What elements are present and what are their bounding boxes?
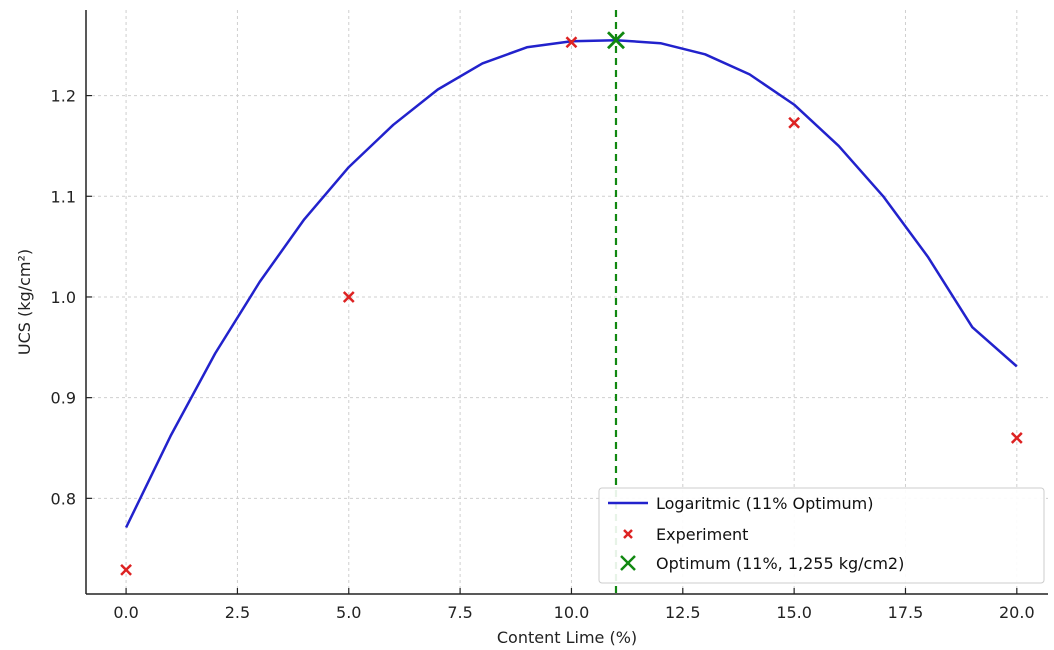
x-tick-label: 2.5 — [225, 603, 250, 622]
optimum-point — [607, 31, 625, 50]
legend: Logaritmic (11% Optimum) Experiment Opti… — [598, 487, 1045, 584]
legend-optimum-marker — [620, 555, 636, 571]
experiment-point — [565, 36, 578, 49]
points-layer — [120, 31, 1023, 576]
x-tick-label: 7.5 — [447, 603, 472, 622]
y-tick-label: 1.1 — [51, 187, 76, 206]
y-tick-label: 1.2 — [51, 87, 76, 106]
legend-label-optimum: Optimum (11%, 1,255 kg/cm2) — [656, 554, 904, 573]
y-tick-label: 1.0 — [51, 288, 76, 307]
ticks: 0.0 2.5 5.0 7.5 10.0 12.5 15.0 17.5 20.0 0.8 0.9 1.… — [51, 87, 1035, 622]
grid — [86, 10, 1048, 594]
y-tick-label: 0.8 — [51, 489, 76, 508]
experiment-point — [1010, 432, 1023, 444]
x-tick-label: 5.0 — [336, 603, 361, 622]
y-tick-label: 0.9 — [51, 389, 76, 408]
x-tick-label: 20.0 — [999, 603, 1035, 622]
experiment-point — [788, 116, 801, 129]
x-tick-label: 12.5 — [665, 603, 701, 622]
legend-label-experiment: Experiment — [656, 525, 748, 544]
x-tick-label: 17.5 — [888, 603, 924, 622]
axes — [85, 10, 1048, 595]
legend-label-curve: Logaritmic (11% Optimum) — [656, 494, 874, 513]
x-tick-label: 10.0 — [554, 603, 590, 622]
experiment-point — [120, 563, 132, 576]
experiment-point — [342, 291, 355, 303]
x-tick-label: 0.0 — [113, 603, 138, 622]
legend-experiment-marker — [623, 529, 633, 539]
y-axis-title: UCS (kg/cm²) — [15, 249, 34, 355]
x-tick-label: 15.0 — [776, 603, 812, 622]
x-axis-title: Content Lime (%) — [497, 628, 637, 647]
legend-box — [598, 487, 1045, 584]
